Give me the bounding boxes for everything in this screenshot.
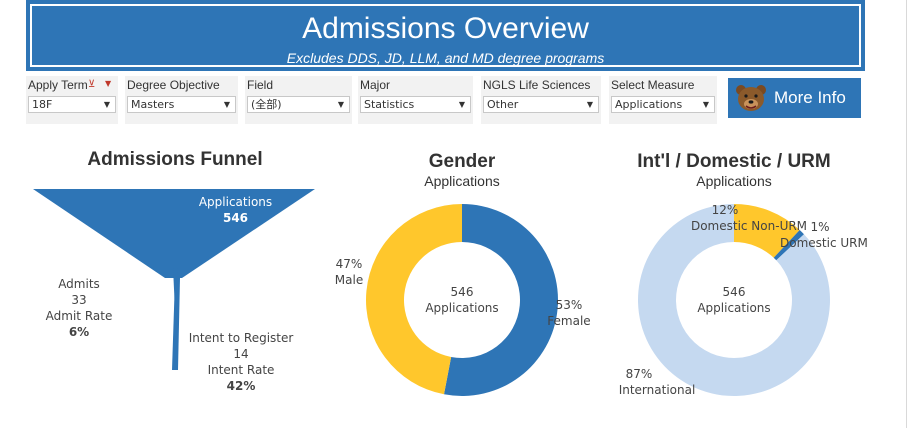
degree-objective-select[interactable]: Masters ▼ [127, 96, 236, 113]
filter-ngls: NGLS Life Sciences Other ▼ [481, 76, 601, 124]
funnel-applications-shape [33, 189, 315, 278]
funnel-intent-shape [172, 278, 180, 370]
gender-title: Gender [428, 151, 496, 172]
banner-border: Admissions Overview Excludes DDS, JD, LL… [30, 4, 861, 67]
gender-female-label: 53% Female [543, 297, 595, 329]
filter-apply-term-label: Apply Term [28, 78, 88, 92]
gender-center-label: 546 Applications [413, 284, 511, 316]
degree-objective-value: Masters [131, 98, 175, 111]
funnel-intent-label: Intent to Register 14 Intent Rate 42% [183, 330, 299, 394]
funnel-admits-value: 33 [71, 293, 87, 307]
apply-term-value: 18F [32, 98, 53, 111]
more-info-label: More Info [774, 88, 846, 107]
apply-term-select[interactable]: 18F ▼ [28, 96, 116, 113]
funnel-admit-rate-value: 6% [68, 325, 90, 339]
residency-non-urm-slice [734, 204, 800, 258]
funnel-admits-text: Admits [58, 277, 100, 291]
filter-measure-label: Select Measure [611, 78, 695, 92]
gender-male-label: 47% Male [329, 256, 369, 288]
filter-degree-objective: Degree Objective Masters ▼ [125, 76, 238, 124]
chevron-down-icon: ▼ [223, 100, 230, 109]
funnel-applications-value: 546 [222, 211, 249, 225]
filter-field-label: Field [247, 78, 274, 92]
filter-ngls-label: NGLS Life Sciences [483, 78, 591, 92]
funnel-intent-text: Intent to Register [188, 331, 294, 345]
filter-major-label: Major [360, 78, 391, 92]
measure-value: Applications [615, 98, 683, 111]
major-select[interactable]: Statistics ▼ [360, 96, 471, 113]
ngls-value: Other [487, 98, 519, 111]
gender-male-pct: 47% [335, 257, 363, 271]
field-value: (全部) [251, 98, 282, 111]
residency-urm-label: 1% Domestic URM [780, 219, 868, 251]
gender-male-text: Male [334, 273, 364, 287]
filter-major: Major Statistics ▼ [358, 76, 473, 124]
residency-center-label: 546 Applications [685, 284, 783, 316]
filter-field: Field (全部) ▼ [245, 76, 352, 124]
residency-international-label: 87% International [612, 366, 702, 398]
residency-urm-slice [773, 230, 804, 261]
funnel-admit-rate-label: Admit Rate [45, 309, 113, 323]
chevron-down-icon: ▼ [337, 100, 344, 109]
chevron-down-icon[interactable]: ▼ [105, 79, 112, 88]
residency-non-urm-pct: 12% [711, 203, 739, 217]
page-title: Admissions Overview [302, 12, 589, 45]
residency-non-urm-label: 12% Domestic Non-URM [689, 202, 809, 234]
funnel-intent-value: 14 [233, 347, 249, 361]
page-subtitle: Excludes DDS, JD, LLM, and MD degree pro… [286, 50, 605, 66]
more-info-button[interactable]: More Info [728, 78, 861, 118]
gender-female-text: Female [547, 314, 591, 328]
clear-filter-icon[interactable]: ⊻ [88, 79, 96, 90]
residency-international-pct: 87% [625, 367, 653, 381]
residency-urm-pct: 1% [810, 220, 830, 234]
filter-apply-term: Apply Term ⊻ ▼ 18F ▼ [26, 76, 118, 124]
ngls-select[interactable]: Other ▼ [483, 96, 599, 113]
residency-subtitle: Applications [696, 173, 772, 189]
gender-center-text: Applications [425, 301, 499, 315]
gender-subtitle: Applications [424, 173, 500, 189]
right-divider [906, 0, 907, 428]
chevron-down-icon: ▼ [103, 100, 110, 109]
funnel-intent-rate-value: 42% [226, 379, 256, 393]
funnel-intent-rate-label: Intent Rate [207, 363, 275, 377]
residency-international-text: International [618, 383, 696, 397]
residency-title: Int'l / Domestic / URM [637, 151, 831, 172]
funnel-title: Admissions Funnel [87, 149, 263, 170]
gender-center-value: 546 [450, 285, 474, 299]
residency-urm-text: Domestic URM [780, 236, 868, 250]
funnel-admits-label: Admits 33 Admit Rate 6% [30, 276, 128, 340]
field-select[interactable]: (全部) ▼ [247, 96, 350, 113]
measure-select[interactable]: Applications ▼ [611, 96, 715, 113]
filter-measure: Select Measure Applications ▼ [609, 76, 717, 124]
chevron-down-icon: ▼ [702, 100, 709, 109]
residency-center-value: 546 [722, 285, 746, 299]
gender-female-slice [444, 204, 558, 396]
residency-international-slice [638, 204, 831, 396]
chevron-down-icon: ▼ [458, 100, 465, 109]
bear-icon [736, 85, 766, 111]
residency-non-urm-text: Domestic Non-URM [690, 219, 808, 233]
funnel-applications-label: Applications 546 [188, 194, 283, 226]
header-banner: Admissions Overview Excludes DDS, JD, LL… [26, 0, 865, 71]
gender-male-slice [365, 204, 462, 395]
chevron-down-icon: ▼ [586, 100, 593, 109]
filter-degree-objective-label: Degree Objective [127, 78, 220, 92]
funnel-applications-text: Applications [198, 195, 273, 209]
major-value: Statistics [364, 98, 415, 111]
residency-center-text: Applications [697, 301, 771, 315]
gender-female-pct: 53% [555, 298, 583, 312]
